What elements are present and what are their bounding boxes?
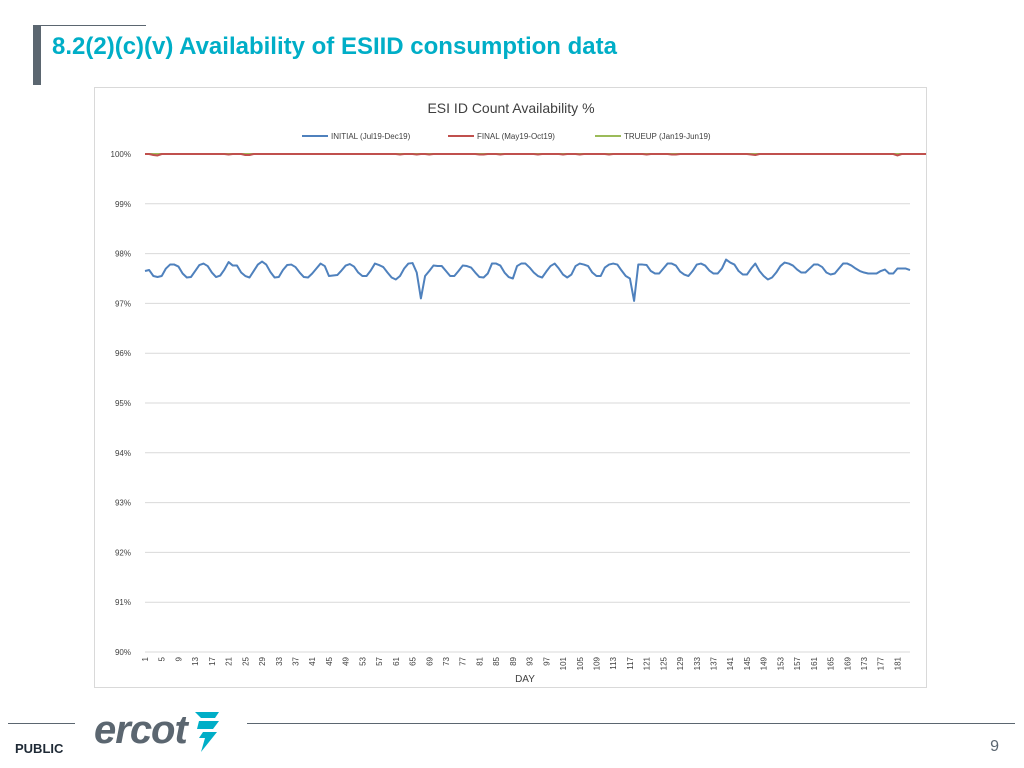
x-tick-label: 17 xyxy=(208,656,217,665)
x-tick-label: 157 xyxy=(793,656,802,670)
y-tick-label: 94% xyxy=(115,449,131,458)
legend-label: FINAL (May19-Oct19) xyxy=(477,132,555,141)
x-tick-label: 177 xyxy=(877,656,886,670)
x-tick-label: 97 xyxy=(542,656,551,665)
x-tick-label: 129 xyxy=(676,656,685,670)
y-tick-label: 90% xyxy=(115,648,131,657)
x-tick-label: 85 xyxy=(492,656,501,665)
y-tick-label: 97% xyxy=(115,299,131,308)
x-tick-label: 5 xyxy=(158,656,167,661)
x-tick-label: 53 xyxy=(358,656,367,665)
x-tick-label: 49 xyxy=(342,656,351,665)
footer-rule-left xyxy=(8,723,75,724)
x-tick-label: 153 xyxy=(776,656,785,670)
page-number: 9 xyxy=(990,738,999,755)
x-tick-label: 25 xyxy=(241,656,250,665)
x-tick-label: 141 xyxy=(726,656,735,670)
x-tick-label: 21 xyxy=(225,656,234,665)
x-tick-label: 161 xyxy=(810,656,819,670)
y-tick-label: 95% xyxy=(115,399,131,408)
x-tick-label: 121 xyxy=(643,656,652,670)
legend-label: TRUEUP (Jan19-Jun19) xyxy=(624,132,711,141)
x-tick-label: 33 xyxy=(275,656,284,665)
ercot-logo: ercot xyxy=(94,700,223,752)
x-tick-label: 77 xyxy=(459,656,468,665)
x-tick-label: 89 xyxy=(509,656,518,665)
x-tick-label: 137 xyxy=(710,656,719,670)
x-tick-label: 37 xyxy=(291,656,300,665)
x-tick-label: 1 xyxy=(141,656,150,661)
series-line-final xyxy=(145,153,926,157)
lightning-bolt-icon xyxy=(194,712,219,752)
y-tick-label: 99% xyxy=(115,200,131,209)
chart-title: ESI ID Count Availability % xyxy=(427,100,594,116)
x-tick-label: 101 xyxy=(559,656,568,670)
x-tick-label: 105 xyxy=(576,656,585,670)
footer-public-label: PUBLIC xyxy=(15,741,64,756)
x-tick-label: 117 xyxy=(626,656,635,669)
x-tick-label: 13 xyxy=(191,656,200,665)
y-tick-label: 98% xyxy=(115,250,131,259)
x-tick-label: 165 xyxy=(827,656,836,670)
x-tick-label: 125 xyxy=(659,656,668,670)
footer-rule-right xyxy=(247,723,1015,724)
x-tick-label: 57 xyxy=(375,656,384,665)
x-tick-label: 69 xyxy=(425,656,434,665)
y-tick-label: 96% xyxy=(115,349,131,358)
chart-frame: 90% 91% 92% 93% 94% 95% 96% 97% 98% 99% 100% 1 5 9 13 1… xyxy=(94,87,927,688)
grid-layer xyxy=(145,153,910,653)
series-line-initial xyxy=(144,258,911,302)
series-layer xyxy=(144,153,926,302)
x-tick-label: 149 xyxy=(760,656,769,670)
x-tick-label: 61 xyxy=(392,656,401,665)
legend-layer: INITIAL (Jul19-Dec19) FINAL (May19-Oct19)… xyxy=(302,132,711,141)
logo-text: ercot xyxy=(94,708,188,752)
x-tick-label: 73 xyxy=(442,656,451,665)
x-tick-label: 93 xyxy=(526,656,535,665)
availability-line-chart: 90% 91% 92% 93% 94% 95% 96% 97% 98% 99% 100% 1 5 9 13 1… xyxy=(111,100,926,685)
x-tick-label: 9 xyxy=(174,656,183,661)
x-tick-label: 181 xyxy=(893,656,902,670)
x-tick-label: 29 xyxy=(258,656,267,665)
y-tick-label: 100% xyxy=(111,150,131,159)
y-tick-label: 93% xyxy=(115,499,131,508)
title-accent-bar xyxy=(33,25,41,85)
x-tick-label: 173 xyxy=(860,656,869,670)
x-tick-label: 169 xyxy=(843,656,852,670)
x-tick-label: 41 xyxy=(308,656,317,665)
y-tick-label: 91% xyxy=(115,598,131,607)
x-tick-label: 109 xyxy=(592,656,601,670)
title-accent-rule xyxy=(41,25,146,26)
x-tick-label: 81 xyxy=(475,656,484,665)
axis-layer: 90% 91% 92% 93% 94% 95% 96% 97% 98% 99% 100% 1 5 9 13 1… xyxy=(111,150,903,670)
x-tick-label: 113 xyxy=(609,656,618,669)
x-tick-label: 145 xyxy=(743,656,752,670)
x-tick-label: 133 xyxy=(693,656,702,670)
legend-label: INITIAL (Jul19-Dec19) xyxy=(331,132,411,141)
x-tick-label: 65 xyxy=(409,656,418,665)
x-axis-label: DAY xyxy=(515,674,535,685)
x-tick-label: 45 xyxy=(325,656,334,665)
y-tick-label: 92% xyxy=(115,548,131,557)
page-title: 8.2(2)(c)(v) Availability of ESIID consu… xyxy=(52,33,617,60)
